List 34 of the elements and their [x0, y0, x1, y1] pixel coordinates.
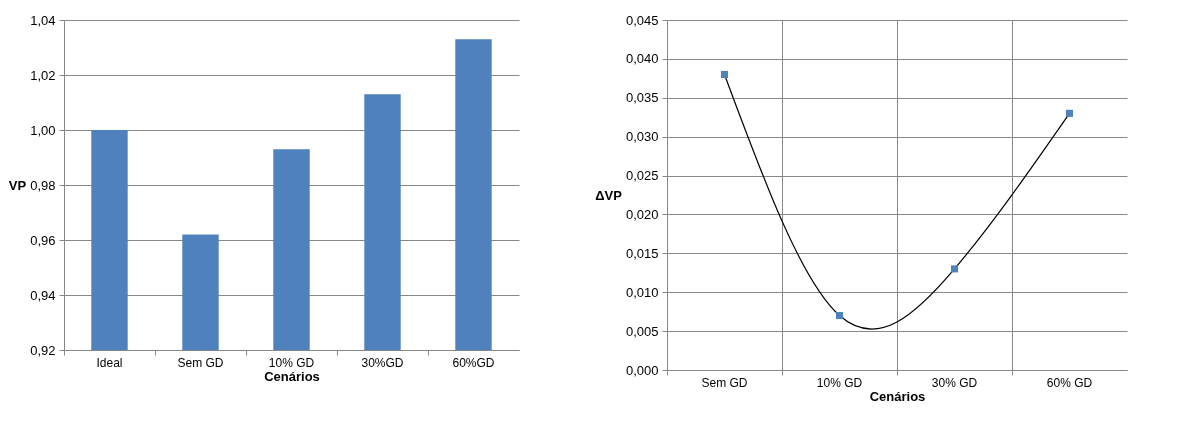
- y-tick-label: 0,92: [30, 342, 56, 358]
- x-tick-label: 30% GD: [931, 375, 978, 390]
- x-tick-label: Sem GD: [701, 375, 748, 390]
- y-tick-label: 0,94: [30, 287, 56, 303]
- x-tick-label: 60% GD: [1046, 375, 1093, 390]
- y-tick-label: 0,045: [625, 12, 659, 28]
- point: [835, 312, 844, 320]
- y-tick-label: 0,96: [30, 232, 56, 248]
- x-tick-label: Ideal: [96, 355, 123, 370]
- y-tick-label: 0,020: [625, 206, 659, 222]
- y-tick-label: 1,00: [30, 122, 56, 138]
- y-tick-label: 0,98: [30, 177, 56, 193]
- point: [950, 265, 959, 273]
- x-tick-label: 10% GD: [268, 355, 315, 370]
- x-tick-label: Sem GD: [177, 355, 224, 370]
- y-tick-label: 0,005: [625, 323, 659, 339]
- y-tick-label: 1,04: [30, 12, 56, 28]
- y-axis-title: ΔVP: [595, 187, 623, 203]
- x-tick-label: 10% GD: [816, 375, 863, 390]
- x-axis-title: Cenários: [869, 388, 926, 404]
- point: [720, 70, 729, 78]
- x-tick-label: 30%GD: [361, 355, 404, 370]
- y-tick-label: 1,02: [30, 67, 56, 83]
- y-tick-label: 0,000: [625, 362, 659, 378]
- y-axis-title: VP: [8, 177, 27, 193]
- y-tick-label: 0,030: [625, 129, 659, 145]
- y-tick-label: 0,035: [625, 90, 659, 106]
- point: [1065, 109, 1074, 117]
- y-tick-label: 0,015: [625, 245, 659, 261]
- y-tick-label: 0,040: [625, 51, 659, 67]
- y-tick-label: 0,010: [625, 284, 659, 300]
- y-tick-label: 0,025: [625, 168, 659, 184]
- x-axis-title: Cenários: [264, 368, 320, 384]
- x-tick-label: 60%GD: [452, 355, 495, 370]
